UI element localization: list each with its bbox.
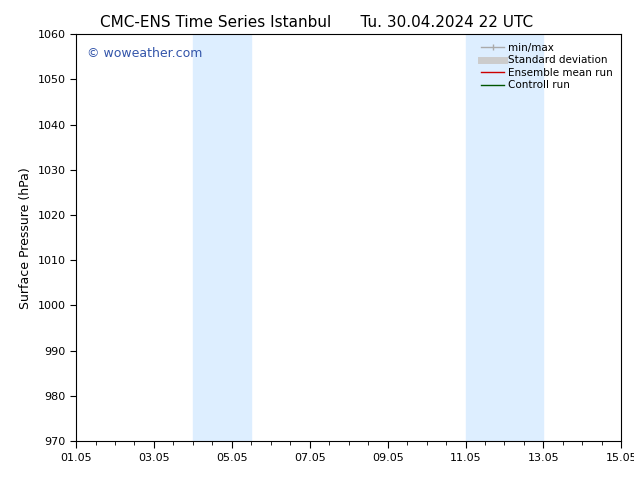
Text: CMC-ENS Time Series Istanbul      Tu. 30.04.2024 22 UTC: CMC-ENS Time Series Istanbul Tu. 30.04.2… <box>100 15 534 30</box>
Text: © woweather.com: © woweather.com <box>87 47 202 59</box>
Bar <box>465 34 543 441</box>
Legend: min/max, Standard deviation, Ensemble mean run, Controll run: min/max, Standard deviation, Ensemble me… <box>478 40 616 94</box>
Y-axis label: Surface Pressure (hPa): Surface Pressure (hPa) <box>19 167 32 309</box>
Bar <box>193 34 251 441</box>
